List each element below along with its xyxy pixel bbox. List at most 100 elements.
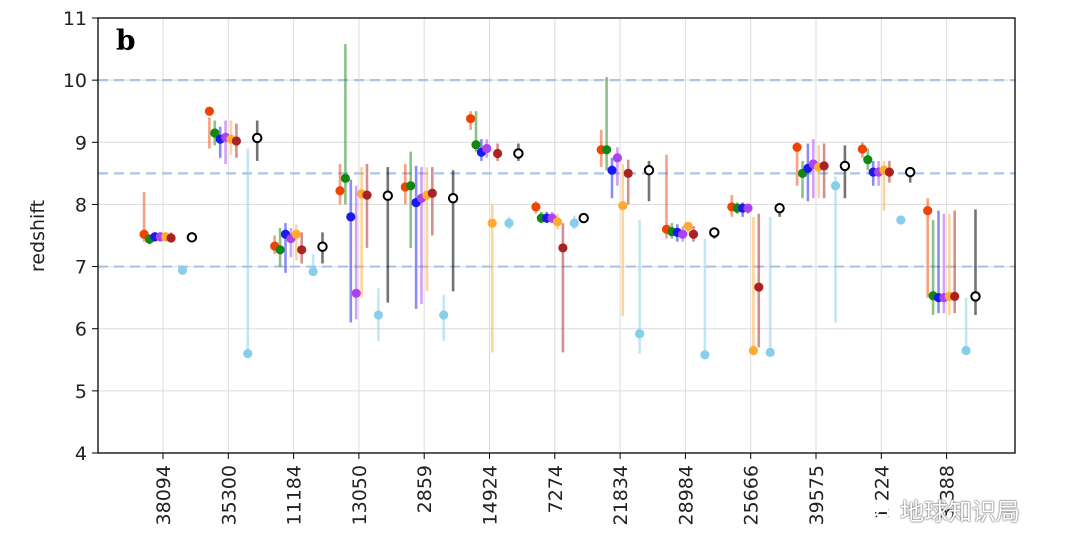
data-point xyxy=(683,221,693,231)
error-bars xyxy=(142,44,977,355)
y-axis-label: redshift xyxy=(27,200,49,272)
data-point xyxy=(382,190,393,201)
data-point xyxy=(317,241,328,252)
data-point xyxy=(210,128,220,138)
data-point xyxy=(243,348,253,359)
x-axis: 38094 35300 11184 13050 2859 14924 7274 21834 28… xyxy=(153,453,959,525)
x-tick-label: 38094 xyxy=(153,465,175,525)
data-point xyxy=(186,232,198,243)
data-point xyxy=(291,229,301,239)
x-tick-label: 3 388 xyxy=(937,465,959,519)
data-point xyxy=(340,173,350,183)
data-point xyxy=(923,206,933,216)
data-point xyxy=(643,165,655,176)
x-tick-label: 2859 xyxy=(414,465,436,513)
data-point xyxy=(346,212,356,222)
data-point xyxy=(504,218,514,228)
data-point xyxy=(857,144,868,154)
data-point xyxy=(839,160,851,172)
data-point xyxy=(513,148,524,159)
data-point xyxy=(487,218,497,228)
data-point xyxy=(765,347,775,357)
x-tick-label: 28984 xyxy=(675,465,697,525)
data-point xyxy=(439,310,449,320)
plot-frame xyxy=(97,17,1016,454)
data-point xyxy=(618,201,628,211)
data-point xyxy=(896,215,906,225)
y-axis: 4 5 6 7 8 9 10 11 xyxy=(63,8,98,465)
y-tick-label: 4 xyxy=(75,443,87,465)
data-point xyxy=(552,217,563,227)
data-point xyxy=(166,233,176,243)
x-tick-label: 39575 xyxy=(806,465,828,525)
data-point xyxy=(884,167,895,177)
data-point xyxy=(252,132,263,144)
data-point xyxy=(905,166,916,178)
data-point xyxy=(678,229,688,239)
grid xyxy=(98,17,1015,454)
x-tick-label: 14924 xyxy=(480,465,502,525)
x-tick-label: 35300 xyxy=(218,465,240,525)
data-point xyxy=(700,350,710,360)
x-tick-label: 25666 xyxy=(741,465,763,525)
data-point xyxy=(362,190,372,200)
data-point xyxy=(558,243,568,253)
data-point xyxy=(308,266,318,277)
data-points xyxy=(139,106,981,360)
data-point xyxy=(754,282,764,292)
data-point xyxy=(792,142,802,152)
data-point xyxy=(373,310,383,320)
x-tick-label: 1 224 xyxy=(871,465,893,519)
data-point xyxy=(578,212,589,224)
data-point xyxy=(602,145,612,155)
wechat-logo-icon xyxy=(854,496,889,522)
y-tick-label: 5 xyxy=(75,381,87,403)
y-tick-label: 7 xyxy=(75,257,87,279)
x-tick-label: 7274 xyxy=(545,465,567,513)
data-point xyxy=(623,168,633,178)
data-point xyxy=(950,291,960,301)
data-point xyxy=(709,227,720,238)
data-point xyxy=(569,218,579,228)
watermark: 地球知识局 xyxy=(852,492,1020,527)
watermark-text: 地球知识局 xyxy=(900,498,1020,526)
data-point xyxy=(743,203,753,213)
x-tick-label: 13050 xyxy=(349,465,371,525)
data-point xyxy=(447,193,459,204)
data-point xyxy=(204,106,214,116)
data-point xyxy=(688,229,699,239)
x-tick-label: 11184 xyxy=(284,465,306,525)
data-point xyxy=(297,245,307,255)
data-point xyxy=(607,165,617,175)
data-point xyxy=(275,245,285,255)
data-point xyxy=(635,329,645,339)
x-tick-label: 21834 xyxy=(610,465,632,525)
data-point xyxy=(748,345,759,356)
data-point xyxy=(482,143,492,154)
data-point xyxy=(830,181,841,191)
data-point xyxy=(466,114,476,124)
data-point xyxy=(863,155,873,165)
data-point xyxy=(177,265,188,275)
y-tick-label: 11 xyxy=(63,8,87,30)
data-point xyxy=(406,181,416,191)
data-point xyxy=(231,136,241,146)
data-point xyxy=(612,153,623,163)
y-tick-label: 10 xyxy=(63,70,87,92)
data-point xyxy=(961,345,971,356)
reference-lines xyxy=(98,79,1015,268)
data-point xyxy=(970,291,981,302)
data-point xyxy=(819,161,829,171)
data-point xyxy=(471,140,481,150)
data-point xyxy=(335,186,345,196)
data-point xyxy=(774,202,785,214)
y-tick-label: 8 xyxy=(75,194,87,216)
data-point xyxy=(351,288,361,298)
data-point xyxy=(493,148,503,159)
data-point xyxy=(531,202,541,212)
y-tick-label: 9 xyxy=(75,132,87,154)
y-tick-label: 6 xyxy=(75,319,87,341)
data-point xyxy=(427,188,437,198)
panel-label: b xyxy=(116,24,136,57)
